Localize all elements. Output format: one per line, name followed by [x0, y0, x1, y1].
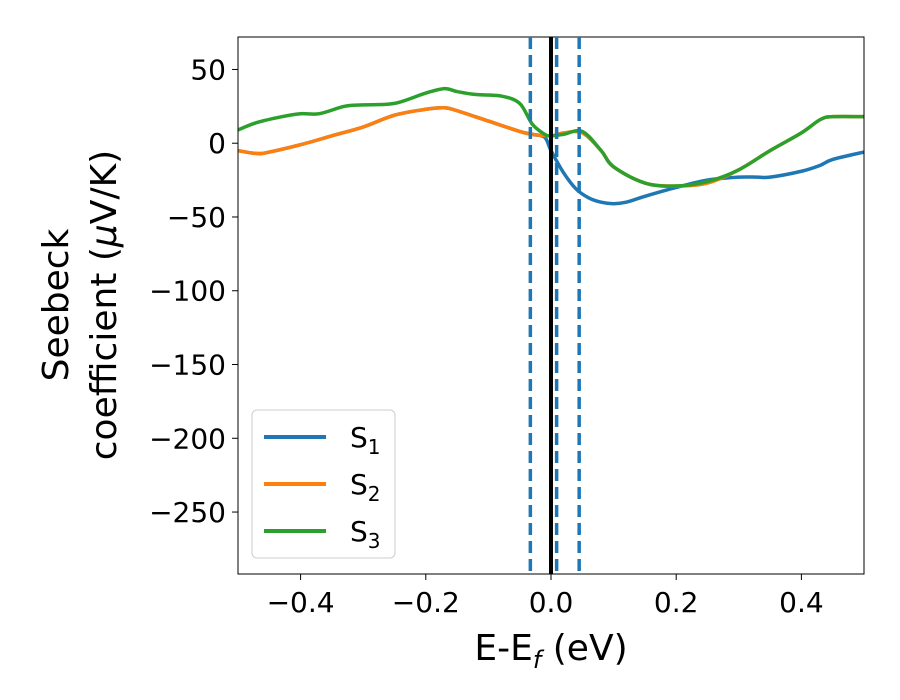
y-tick-label: −200	[149, 422, 226, 455]
series-line-3	[238, 86, 864, 188]
reference-lines	[528, 37, 581, 574]
y-tick-label: −250	[149, 496, 226, 529]
y-axis-label: Seebeck coefficient (μV/K)	[36, 150, 125, 460]
y-axis-label-line2: coefficient (μV/K)	[84, 150, 125, 460]
x-tick-label: −0.2	[392, 586, 460, 619]
x-tick-label: −0.4	[267, 586, 335, 619]
legend-label-1: S1	[350, 421, 381, 459]
x-tick-label: 0.0	[529, 586, 574, 619]
y-tick-label: −50	[167, 201, 226, 234]
y-tick-label: 50	[190, 53, 226, 86]
x-tick-label: 0.2	[654, 586, 699, 619]
y-axis: 50 0 −50 −100 −150 −200 −250	[149, 53, 238, 529]
legend-label-2: S2	[350, 468, 381, 506]
x-axis-label: E-Ef (eV)	[474, 628, 627, 674]
y-axis-label-line1: Seebeck	[36, 228, 77, 381]
x-tick-label: 0.4	[779, 586, 824, 619]
y-tick-label: 0	[208, 127, 226, 160]
y-tick-label: −100	[149, 275, 226, 308]
legend-label-3: S3	[350, 515, 381, 553]
x-axis: −0.4 −0.2 0.0 0.2 0.4	[267, 574, 824, 619]
legend: S1 S2 S3	[251, 409, 396, 559]
y-tick-label: −150	[149, 349, 226, 382]
